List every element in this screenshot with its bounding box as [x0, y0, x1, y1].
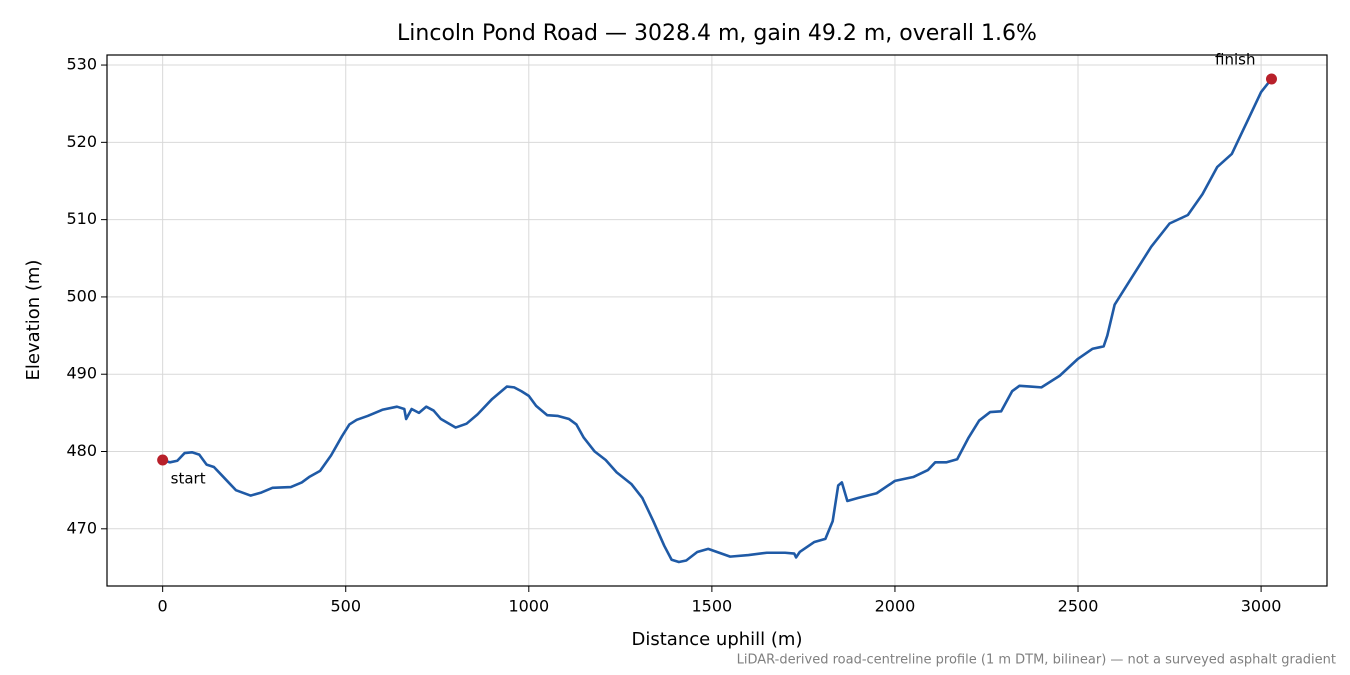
y-tick-label: 490: [66, 364, 97, 383]
y-tick-label: 470: [66, 518, 97, 537]
x-tick-label: 3000: [1241, 597, 1282, 616]
footnote: LiDAR-derived road-centreline profile (1…: [737, 653, 1336, 668]
y-tick-label: 500: [66, 286, 97, 305]
x-tick-label: 1000: [508, 597, 549, 616]
y-axis-label: Elevation (m): [23, 260, 44, 381]
x-tick-label: 0: [158, 597, 168, 616]
plot-frame: [106, 54, 1328, 587]
marker-label: start: [171, 470, 206, 488]
x-tick-label: 1500: [692, 597, 733, 616]
marker-label: finish: [1215, 50, 1255, 68]
x-tick-label: 2500: [1058, 597, 1099, 616]
marker: [157, 454, 169, 466]
marker: [1265, 73, 1277, 85]
x-axis-label: Distance uphill (m): [632, 629, 803, 650]
x-tick-label: 500: [330, 597, 361, 616]
y-tick-label: 510: [66, 209, 97, 228]
y-tick-label: 520: [66, 132, 97, 151]
x-tick-label: 2000: [875, 597, 916, 616]
y-tick-label: 530: [66, 55, 97, 74]
y-tick-label: 480: [66, 441, 97, 460]
elevation-line: [162, 78, 1273, 564]
chart-title: Lincoln Pond Road — 3028.4 m, gain 49.2 …: [397, 21, 1037, 46]
